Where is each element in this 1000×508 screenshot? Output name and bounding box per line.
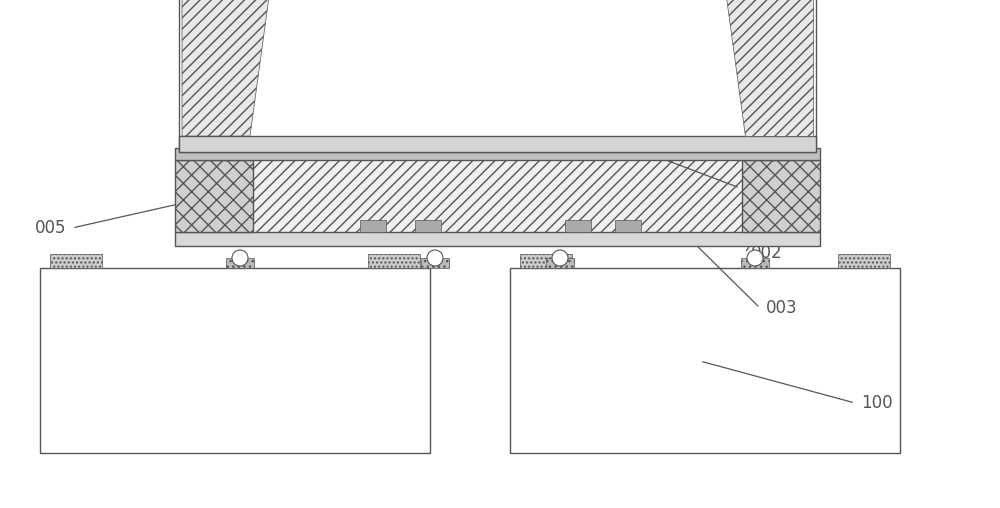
Bar — [742, 160, 820, 232]
Text: 001: 001 — [746, 179, 778, 197]
Bar — [615, 220, 641, 232]
Circle shape — [232, 250, 248, 266]
Bar — [520, 254, 572, 268]
Bar — [40, 268, 430, 453]
Bar — [741, 258, 769, 268]
Bar — [175, 148, 820, 160]
Bar — [546, 258, 574, 268]
Text: 000b: 000b — [370, 21, 416, 39]
Text: 002: 002 — [751, 244, 783, 262]
Bar — [175, 160, 253, 232]
Bar — [253, 160, 742, 232]
Text: 003: 003 — [766, 299, 798, 317]
Polygon shape — [723, 0, 813, 136]
Bar — [179, 136, 816, 152]
Bar — [565, 220, 591, 232]
Polygon shape — [182, 0, 272, 136]
Bar — [226, 258, 254, 268]
Bar — [421, 258, 449, 268]
Text: 005: 005 — [34, 219, 66, 237]
Circle shape — [747, 250, 763, 266]
Bar — [179, 0, 816, 152]
Circle shape — [552, 250, 568, 266]
Bar — [510, 268, 900, 453]
Bar — [175, 232, 820, 246]
Bar — [838, 254, 890, 268]
Bar — [415, 220, 441, 232]
Text: 100: 100 — [861, 394, 893, 412]
Circle shape — [427, 250, 443, 266]
Bar — [368, 254, 420, 268]
Bar — [50, 254, 102, 268]
Text: 010: 010 — [726, 111, 758, 129]
Text: 004: 004 — [721, 44, 753, 62]
Bar — [360, 220, 386, 232]
